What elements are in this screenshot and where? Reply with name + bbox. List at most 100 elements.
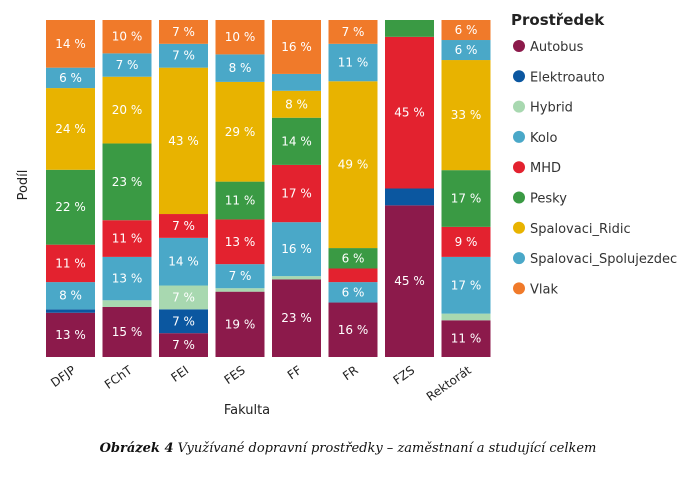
data-label: 7 % xyxy=(172,290,195,304)
bar-segment-rektorát-vlak xyxy=(441,20,491,41)
bar-segment-fes-mhd xyxy=(215,219,265,265)
legend-label-spalovaci_ridic: Spalovaci_Ridic xyxy=(530,222,631,237)
legend-label-mhd: MHD xyxy=(530,161,561,176)
legend-label-autobus: Autobus xyxy=(530,40,584,55)
bar-segment-ff-pesky xyxy=(272,117,321,165)
data-label: 15 % xyxy=(112,325,143,339)
data-label: 13 % xyxy=(225,235,256,249)
caption-label: Obrázek 4 xyxy=(99,441,174,456)
data-label: 29 % xyxy=(225,125,256,139)
bar-segment-fr-spalovaci_ridic xyxy=(328,81,378,249)
figure-caption: Obrázek 4 Využívané dopravní prostředky … xyxy=(0,441,696,456)
x-tick-label: FES xyxy=(222,363,248,387)
bar-segment-fr-mhd xyxy=(328,268,378,283)
data-label: 7 % xyxy=(172,338,195,352)
bar-segment-ff-hybrid xyxy=(272,276,321,280)
bar-segment-fcht-autobus xyxy=(102,306,152,357)
bar-segment-fes-autobus xyxy=(215,291,265,357)
bar-segment-dfjp-spalovaci_ridic xyxy=(46,88,95,170)
x-tick-label: DFJP xyxy=(48,363,78,390)
data-label: 7 % xyxy=(172,49,195,63)
data-label: 7 % xyxy=(172,25,195,39)
bar-segment-rektorát-spalovaci_ridic xyxy=(441,60,491,171)
data-label: 8 % xyxy=(285,97,308,111)
bar-segment-fei-spalovaci_spolujezdec xyxy=(159,43,208,68)
bar-segment-rektorát-autobus xyxy=(441,320,491,357)
data-label: 10 % xyxy=(112,30,143,44)
data-label: 7 % xyxy=(229,269,252,283)
bar-segment-fei-hybrid xyxy=(159,285,208,310)
bar-segment-fei-spalovaci_ridic xyxy=(159,67,208,215)
data-label: 6 % xyxy=(59,71,82,85)
bar-segment-fcht-pesky xyxy=(102,143,152,221)
bar-segment-fes-vlak xyxy=(215,20,265,55)
bar-segment-fes-spalovaci_ridic xyxy=(215,81,265,182)
data-label: 45 % xyxy=(394,274,425,288)
bar-segment-fr-spalovaci_spolujezdec xyxy=(328,43,378,82)
data-label: 14 % xyxy=(281,134,312,148)
bar-segment-ff-autobus xyxy=(272,279,321,357)
bar-segment-fei-vlak xyxy=(159,20,208,44)
data-label: 7 % xyxy=(172,219,195,233)
bar-segment-fes-spalovaci_spolujezdec xyxy=(215,54,265,82)
bar-segment-fr-autobus xyxy=(328,302,378,357)
legend-label-vlak: Vlak xyxy=(530,282,558,297)
bar-segment-fcht-hybrid xyxy=(102,300,152,307)
bar-segment-rektorát-spalovaci_spolujezdec xyxy=(441,40,491,61)
data-label: 11 % xyxy=(55,256,86,270)
legend-label-spalovaci_spolujezdec: Spalovaci_Spolujezdec xyxy=(530,252,677,267)
x-tick-label: FZS xyxy=(391,363,418,388)
bar-segment-fes-pesky xyxy=(215,181,265,220)
bar-segment-dfjp-elektroauto xyxy=(46,309,95,313)
bar-segment-fcht-spalovaci_spolujezdec xyxy=(102,53,152,77)
data-label: 7 % xyxy=(172,314,195,328)
data-label: 17 % xyxy=(451,192,482,206)
data-label: 11 % xyxy=(451,332,482,346)
bar-segment-ff-mhd xyxy=(272,164,321,223)
data-label: 17 % xyxy=(281,187,312,201)
data-label: 8 % xyxy=(59,289,82,303)
data-label: 7 % xyxy=(116,58,139,72)
legend: Prostředek Autobus Elektroauto Hybrid Kolo M… xyxy=(511,11,677,297)
legend-label-hybrid: Hybrid xyxy=(530,101,573,116)
data-label: 19 % xyxy=(225,317,256,331)
legend-marker-hybrid xyxy=(513,100,525,113)
bar-segment-ff-spalovaci_spolujezdec xyxy=(272,73,321,91)
bar-segment-fcht-kolo xyxy=(102,256,152,301)
bar-segment-fzs-mhd xyxy=(385,36,434,189)
data-label: 49 % xyxy=(338,158,369,172)
data-label: 14 % xyxy=(168,255,199,269)
data-label: 10 % xyxy=(225,30,256,44)
x-tick-labels: DFJP FChT FEI FES FF FR FZS Rektorát xyxy=(48,363,474,404)
caption-text: Využívané dopravní prostředky – zaměstna… xyxy=(173,441,597,456)
bar-segment-fr-kolo xyxy=(328,282,378,303)
bar-segment-fei-autobus xyxy=(159,333,208,357)
bar-segment-fei-mhd xyxy=(159,214,208,238)
x-tick-label: FEI xyxy=(168,363,191,385)
x-tick-label: FF xyxy=(285,363,304,382)
bar-segment-ff-kolo xyxy=(272,222,321,277)
bar-segment-fzs-elektroauto xyxy=(385,188,434,206)
data-label: 23 % xyxy=(112,175,143,189)
bar-segment-fzs-autobus xyxy=(385,205,434,357)
bar-segment-fr-pesky xyxy=(328,248,378,269)
legend-title: Prostředek xyxy=(511,11,605,29)
legend-marker-pesky xyxy=(513,191,525,204)
data-label: 11 % xyxy=(338,56,369,70)
data-label: 16 % xyxy=(281,40,312,54)
bar-segment-ff-spalovaci_ridic xyxy=(272,90,321,118)
data-label: 22 % xyxy=(55,200,86,214)
legend-marker-vlak xyxy=(513,282,525,295)
bar-segment-rektorát-mhd xyxy=(441,226,491,257)
x-tick-label: FChT xyxy=(102,363,135,392)
data-label: 13 % xyxy=(112,272,143,286)
data-label: 8 % xyxy=(229,61,252,75)
bar-segment-fcht-spalovaci_ridic xyxy=(102,76,152,144)
data-label: 16 % xyxy=(281,242,312,256)
data-label: 11 % xyxy=(225,194,256,208)
bar-segment-rektorát-hybrid xyxy=(441,313,491,321)
legend-marker-elektroauto xyxy=(513,70,525,83)
data-label: 11 % xyxy=(112,232,143,246)
x-tick-label: FR xyxy=(340,363,361,383)
